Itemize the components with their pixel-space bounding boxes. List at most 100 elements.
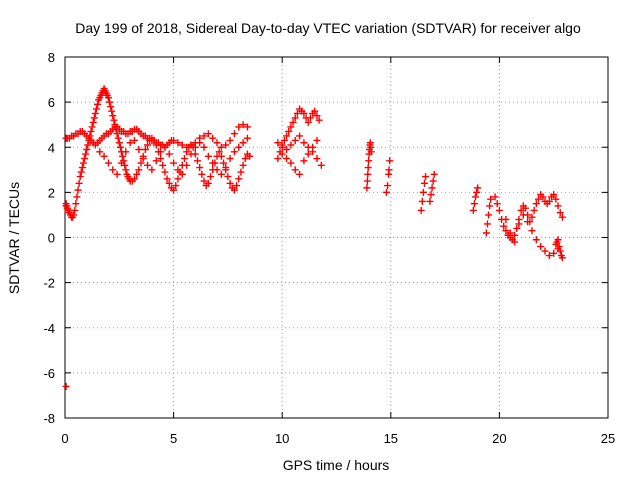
data-point bbox=[502, 215, 510, 223]
data-point bbox=[213, 139, 221, 147]
data-point bbox=[243, 134, 251, 142]
data-point bbox=[239, 161, 247, 169]
data-point bbox=[558, 254, 566, 262]
data-point bbox=[139, 155, 147, 163]
x-tick-label: 25 bbox=[601, 431, 615, 446]
data-point bbox=[106, 98, 114, 106]
data-point bbox=[280, 136, 288, 144]
data-point bbox=[513, 224, 521, 232]
y-tick-label: -4 bbox=[43, 321, 55, 336]
data-point bbox=[385, 166, 393, 174]
data-point bbox=[226, 136, 234, 144]
data-point bbox=[486, 202, 494, 210]
data-point bbox=[217, 152, 225, 160]
data-point bbox=[515, 220, 523, 228]
data-point bbox=[532, 236, 540, 244]
data-point bbox=[550, 249, 558, 257]
data-point bbox=[198, 170, 206, 178]
data-point bbox=[306, 114, 314, 122]
y-axis-label: SDTVAR / TECUs bbox=[6, 182, 22, 294]
y-tick-label: -6 bbox=[43, 366, 55, 381]
data-point bbox=[545, 252, 553, 260]
data-point bbox=[555, 243, 563, 251]
data-point bbox=[473, 188, 481, 196]
data-point bbox=[545, 197, 553, 205]
data-point bbox=[313, 136, 321, 144]
data-point bbox=[296, 132, 304, 140]
data-point bbox=[92, 105, 100, 113]
data-point bbox=[163, 175, 171, 183]
data-point bbox=[235, 143, 243, 151]
data-point bbox=[62, 382, 70, 390]
data-point bbox=[363, 177, 371, 185]
y-tick-label: 6 bbox=[48, 95, 55, 110]
data-point bbox=[152, 157, 160, 165]
data-point bbox=[283, 155, 291, 163]
data-point bbox=[180, 155, 188, 163]
data-point bbox=[137, 159, 145, 167]
data-point bbox=[141, 146, 149, 154]
data-point bbox=[79, 159, 87, 167]
data-point bbox=[485, 211, 493, 219]
data-point bbox=[108, 107, 116, 115]
data-point bbox=[313, 112, 321, 120]
data-point bbox=[187, 141, 195, 149]
data-point bbox=[428, 184, 436, 192]
data-point bbox=[246, 152, 254, 160]
data-point bbox=[511, 238, 519, 246]
data-point bbox=[287, 141, 295, 149]
data-point bbox=[135, 146, 143, 154]
data-point bbox=[365, 157, 373, 165]
data-point bbox=[313, 155, 321, 163]
data-point bbox=[506, 229, 514, 237]
data-point bbox=[75, 179, 83, 187]
data-point bbox=[534, 195, 542, 203]
axis-ticks: -8 -6 -4 -2 0 2 4 6 8 0 5 10 15 20 25 bbox=[43, 50, 615, 446]
data-point bbox=[170, 136, 178, 144]
data-point bbox=[230, 130, 238, 138]
data-point bbox=[87, 127, 95, 135]
data-point bbox=[157, 148, 165, 156]
data-point bbox=[274, 155, 282, 163]
data-point bbox=[283, 132, 291, 140]
data-point bbox=[217, 143, 225, 151]
y-tick-label: -2 bbox=[43, 276, 55, 291]
data-point bbox=[96, 148, 104, 156]
x-tick-label: 10 bbox=[275, 431, 289, 446]
data-point bbox=[495, 206, 503, 214]
x-tick-label: 0 bbox=[61, 431, 68, 446]
data-point bbox=[196, 139, 204, 147]
data-point bbox=[430, 170, 438, 178]
data-point bbox=[287, 123, 295, 131]
data-point bbox=[422, 173, 430, 181]
data-point bbox=[537, 243, 545, 251]
data-point bbox=[113, 130, 121, 138]
data-point bbox=[77, 168, 85, 176]
data-point bbox=[291, 114, 299, 122]
data-point bbox=[287, 159, 295, 167]
data-point bbox=[81, 155, 89, 163]
data-point bbox=[524, 218, 532, 226]
data-point bbox=[196, 164, 204, 172]
data-point bbox=[135, 166, 143, 174]
data-point bbox=[83, 146, 91, 154]
data-point bbox=[521, 204, 529, 212]
data-point bbox=[174, 139, 182, 147]
data-point bbox=[133, 170, 141, 178]
data-point bbox=[113, 170, 121, 178]
data-point bbox=[76, 173, 84, 181]
data-point bbox=[144, 161, 152, 169]
data-point bbox=[317, 161, 325, 169]
data-point bbox=[382, 188, 390, 196]
data-point bbox=[94, 100, 102, 108]
data-point bbox=[226, 155, 234, 163]
data-point bbox=[114, 134, 122, 142]
data-point bbox=[283, 146, 291, 154]
data-point bbox=[90, 114, 98, 122]
data-point bbox=[73, 193, 81, 201]
data-point bbox=[165, 150, 173, 158]
x-tick-label: 5 bbox=[170, 431, 177, 446]
data-point bbox=[84, 141, 92, 149]
